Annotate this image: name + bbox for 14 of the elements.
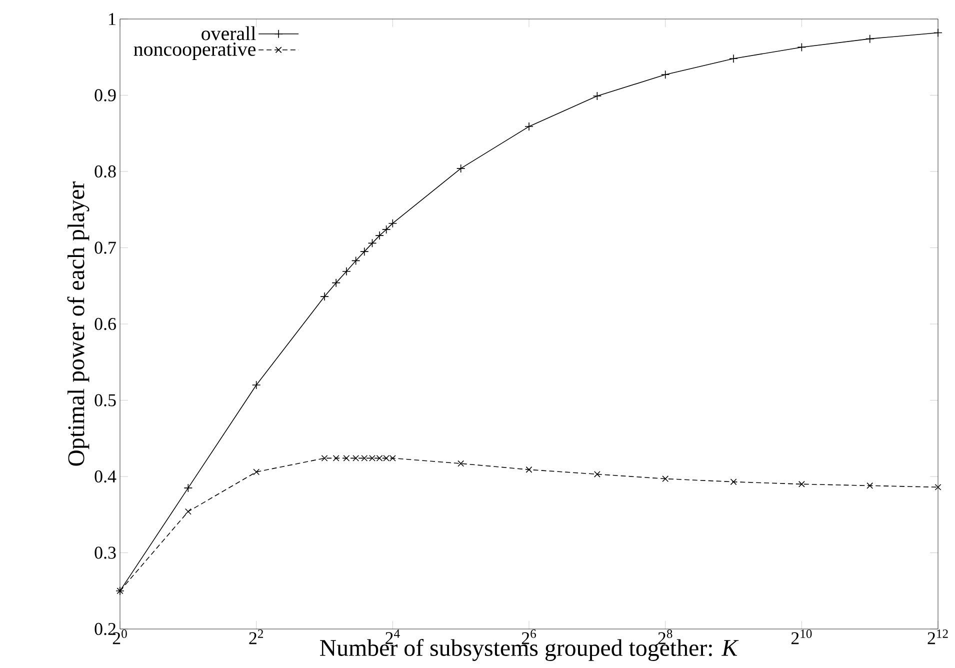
legend-label: noncooperative bbox=[134, 42, 256, 60]
x-tick-label: 2$^{2}$ bbox=[249, 630, 264, 644]
text: overall bbox=[202, 26, 256, 40]
y-tick-label: 0.4 bbox=[94, 470, 116, 483]
y-tick-label: 0.6 bbox=[94, 318, 116, 330]
y-tick-label: 1 bbox=[109, 13, 116, 25]
y-axis-title: Optimal power of each player bbox=[67, 181, 90, 466]
y-tick-label: 0.5 bbox=[94, 394, 116, 406]
y-tick-label: 0.7 bbox=[94, 242, 116, 254]
y-tick-label: 0.8 bbox=[94, 165, 116, 178]
y-tick-label: 0.3 bbox=[94, 546, 116, 559]
x-tick-label: 2$^{10}$ bbox=[791, 630, 812, 644]
x-tick-label: 2$^{12}$ bbox=[928, 630, 948, 644]
y-tick-label: 0.9 bbox=[94, 89, 116, 102]
